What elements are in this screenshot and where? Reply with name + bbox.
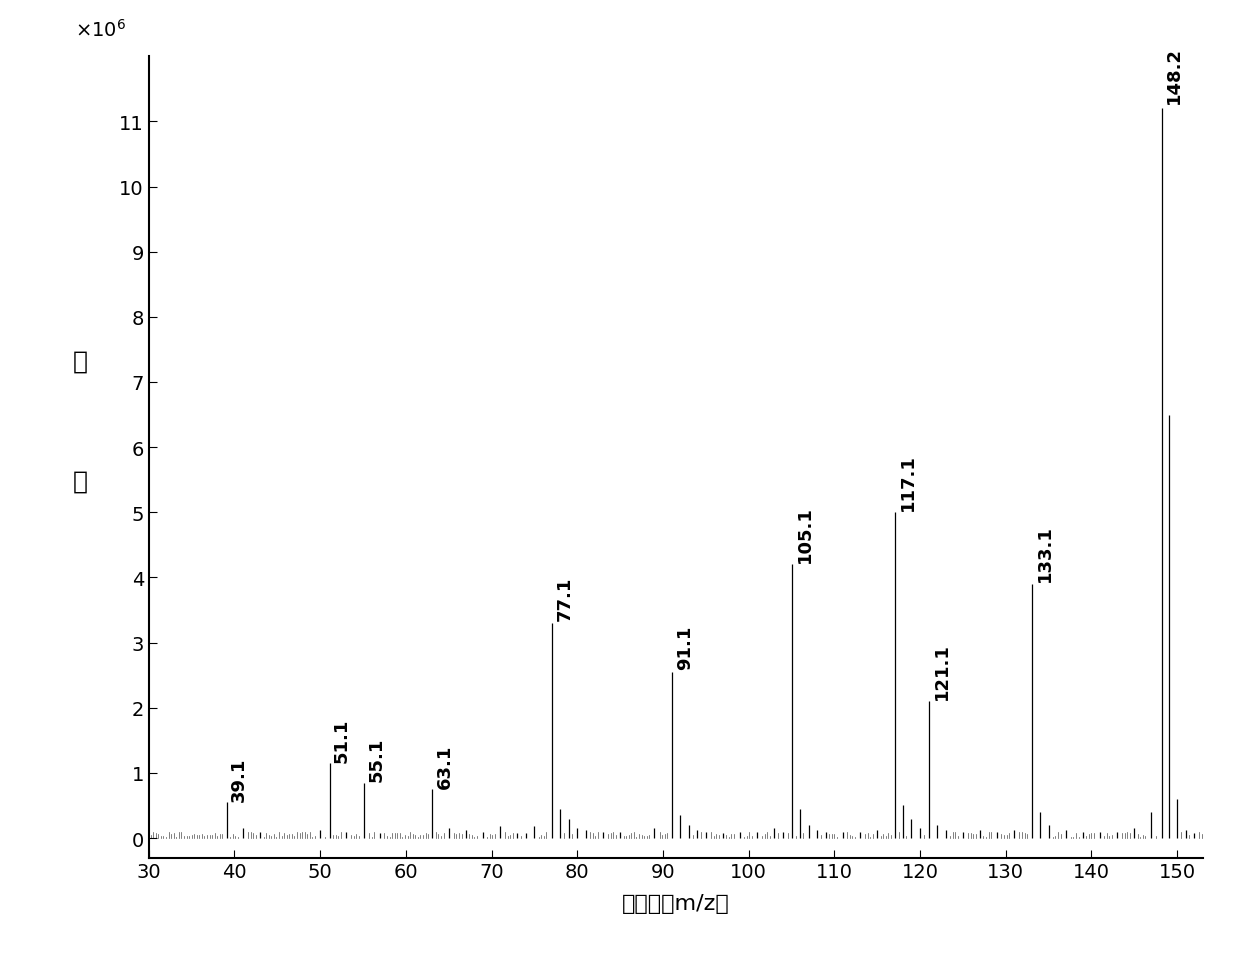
Text: 39.1: 39.1 (231, 757, 248, 801)
Text: 强: 强 (73, 350, 88, 374)
Text: 117.1: 117.1 (899, 454, 916, 510)
X-axis label: 质荷比（m/z）: 质荷比（m/z） (622, 893, 729, 913)
Text: 133.1: 133.1 (1035, 525, 1054, 581)
Text: 148.2: 148.2 (1166, 47, 1183, 104)
Text: 51.1: 51.1 (334, 718, 351, 762)
Text: 77.1: 77.1 (556, 577, 574, 620)
Text: 121.1: 121.1 (932, 642, 951, 699)
Text: 55.1: 55.1 (367, 738, 386, 781)
Text: 63.1: 63.1 (436, 743, 454, 788)
Text: 度: 度 (73, 470, 88, 494)
Text: 91.1: 91.1 (676, 625, 694, 670)
Text: 105.1: 105.1 (796, 505, 813, 562)
Text: $\times10^6$: $\times10^6$ (74, 19, 126, 41)
